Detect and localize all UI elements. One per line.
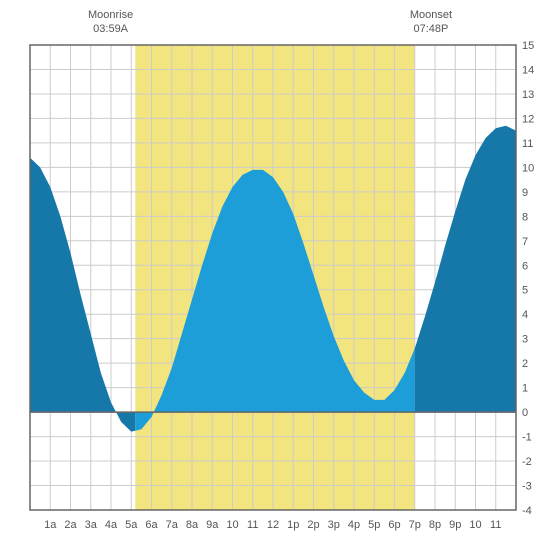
svg-text:12: 12 <box>522 113 534 125</box>
svg-text:9: 9 <box>522 187 528 199</box>
svg-text:7a: 7a <box>166 519 179 531</box>
moonrise-label: Moonrise <box>81 8 141 22</box>
svg-text:11: 11 <box>522 138 533 150</box>
svg-text:8: 8 <box>522 211 528 223</box>
moonrise-time: 03:59A <box>81 22 141 36</box>
moonrise-annotation: Moonrise 03:59A <box>81 8 141 37</box>
svg-text:11: 11 <box>490 519 501 531</box>
svg-text:10: 10 <box>522 162 534 174</box>
svg-text:12: 12 <box>267 519 279 531</box>
svg-text:1a: 1a <box>44 519 57 531</box>
svg-text:7p: 7p <box>409 519 421 531</box>
svg-text:14: 14 <box>522 64 534 76</box>
svg-text:3: 3 <box>522 334 528 346</box>
svg-text:2: 2 <box>522 358 528 370</box>
svg-text:10: 10 <box>226 519 238 531</box>
svg-text:4: 4 <box>522 309 528 321</box>
svg-text:15: 15 <box>522 40 534 52</box>
svg-text:5: 5 <box>522 285 528 297</box>
svg-text:8a: 8a <box>186 519 199 531</box>
svg-text:3p: 3p <box>328 519 340 531</box>
moonset-label: Moonset <box>401 8 461 22</box>
svg-text:-4: -4 <box>522 505 532 517</box>
svg-text:7: 7 <box>522 236 528 248</box>
svg-text:-2: -2 <box>522 456 532 468</box>
svg-text:13: 13 <box>522 89 534 101</box>
svg-text:9a: 9a <box>206 519 219 531</box>
svg-text:5a: 5a <box>125 519 138 531</box>
svg-text:3a: 3a <box>85 519 98 531</box>
svg-text:6: 6 <box>522 260 528 272</box>
svg-text:4a: 4a <box>105 519 118 531</box>
svg-text:-1: -1 <box>522 432 532 444</box>
svg-text:0: 0 <box>522 407 528 419</box>
svg-text:2p: 2p <box>307 519 319 531</box>
svg-text:-3: -3 <box>522 481 532 493</box>
svg-text:1p: 1p <box>287 519 299 531</box>
moonset-annotation: Moonset 07:48P <box>401 8 461 37</box>
svg-text:9p: 9p <box>449 519 461 531</box>
svg-text:11: 11 <box>247 519 258 531</box>
svg-text:2a: 2a <box>64 519 77 531</box>
svg-text:6a: 6a <box>145 519 158 531</box>
svg-text:6p: 6p <box>388 519 400 531</box>
svg-text:5p: 5p <box>368 519 380 531</box>
svg-text:8p: 8p <box>429 519 441 531</box>
moonset-time: 07:48P <box>401 22 461 36</box>
svg-text:10: 10 <box>469 519 481 531</box>
svg-text:4p: 4p <box>348 519 360 531</box>
chart-svg: -4-3-2-101234567891011121314151a2a3a4a5a… <box>0 0 550 550</box>
tide-chart: Moonrise 03:59A Moonset 07:48P -4 -3 -2 -1 0… <box>0 0 550 550</box>
svg-text:1: 1 <box>522 383 528 395</box>
